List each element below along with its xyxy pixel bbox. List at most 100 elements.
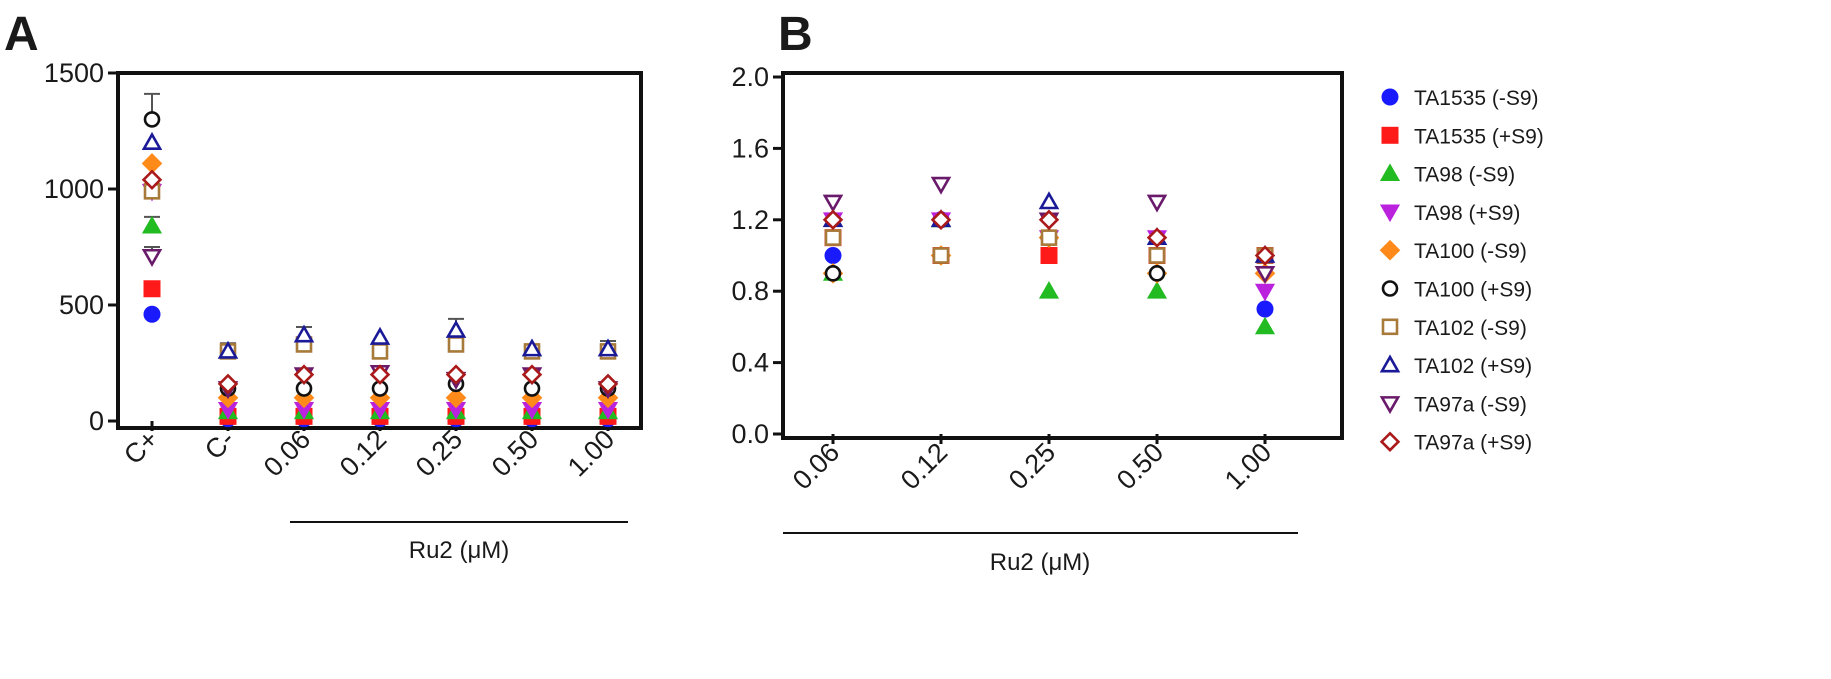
legend-label: TA98 (+S9)	[1414, 202, 1520, 225]
legend: TA1535 (-S9) TA1535 (+S9) TA98 (-S9) TA98 (…	[1379, 87, 1544, 455]
point-ta97a-s9	[141, 248, 163, 267]
x-tick-label: 0.25	[410, 424, 468, 482]
legend-label: TA1535 (+S9)	[1414, 125, 1544, 148]
legend-marker-ta100-s9	[1381, 280, 1399, 297]
legend-label: TA100 (+S9)	[1414, 279, 1532, 302]
point-ta102-s9	[447, 336, 465, 353]
data-points-b	[822, 176, 1276, 335]
point-ta102-s9	[141, 131, 163, 150]
legend-marker-ta97a-s9	[1379, 396, 1401, 415]
legend-marker-ta1535-s9	[1381, 126, 1399, 144]
point-ta102-s9	[369, 326, 391, 345]
point-ta102-s9	[1038, 191, 1060, 210]
point-ta97a-s9	[930, 176, 952, 195]
point-ta102-s9	[371, 343, 389, 360]
legend-label: TA102 (-S9)	[1414, 317, 1527, 340]
point-ta98-s9	[141, 215, 163, 234]
point-ta97a-s9	[1254, 266, 1276, 285]
point-ta102-s9	[293, 324, 315, 343]
y-tick-label: 500	[59, 290, 104, 320]
x-tick-label: 0.12	[334, 424, 392, 482]
point-ta100-s9	[445, 387, 467, 409]
error-bars-a	[144, 92, 616, 352]
point-ta97a-s9	[1038, 209, 1060, 231]
legend-marker-ta1535-s9	[1381, 88, 1399, 106]
data-points-a	[141, 111, 619, 428]
point-ta102-s9	[824, 229, 842, 246]
point-ta102-s9	[597, 338, 619, 357]
x-tick-label: 0.12	[895, 437, 953, 495]
x-tick-label: 0.25	[1003, 437, 1061, 495]
point-ta100-s9	[1148, 265, 1166, 282]
y-tick-label: 0	[89, 406, 104, 436]
legend-label: TA100 (-S9)	[1414, 240, 1527, 263]
point-ta1535-s9	[1256, 300, 1274, 318]
legend-marker-ta98-s9	[1379, 163, 1401, 181]
x-tick-label: C-	[199, 424, 240, 465]
x-axis-a: C+ C- 0.06 0.12 0.25 0.50 1.00	[118, 421, 620, 482]
point-ta97a-s9	[1146, 194, 1168, 213]
legend-label: TA102 (+S9)	[1414, 355, 1532, 378]
legend-label: TA98 (-S9)	[1414, 164, 1515, 187]
point-ta1535-s9	[824, 247, 842, 264]
x-tick-label: 0.06	[787, 437, 845, 495]
point-ta102-s9	[445, 319, 467, 338]
point-ta1535-s9	[143, 305, 161, 323]
chart-panel-a: 0 500 1000 1500 C+ C- 0.06 0.12 0.25 0.50 1.00 Ru…	[44, 58, 643, 564]
point-ta97a-s9	[822, 194, 844, 213]
point-ta97a-s9	[930, 209, 952, 231]
point-ta1535-s9	[1040, 247, 1058, 264]
point-ta98-s9	[1146, 280, 1168, 299]
y-tick-label: 0.8	[731, 276, 769, 306]
panel-letter-b: B	[778, 8, 813, 61]
point-ta102-s9	[932, 247, 950, 264]
legend-marker-ta100-s9	[1379, 239, 1401, 261]
legend-label: TA97a (-S9)	[1414, 393, 1527, 416]
panel-letter-a: A	[4, 8, 39, 61]
point-ta98-s9	[1254, 316, 1276, 335]
point-ta97a-s9	[369, 364, 391, 385]
point-ta100-s9	[824, 265, 842, 282]
point-ta98-s9	[1254, 283, 1276, 302]
y-tick-label: 0.4	[731, 348, 769, 378]
x-tick-label: 1.00	[1219, 437, 1277, 495]
x-tick-label: C+	[118, 424, 164, 470]
point-ta102-s9	[1148, 247, 1166, 264]
y-tick-label: 2.0	[731, 62, 769, 92]
legend-marker-ta102-s9	[1379, 354, 1401, 373]
point-ta97a-s9	[822, 209, 844, 231]
point-ta97a-s9	[1254, 245, 1276, 266]
point-ta1535-s9	[143, 280, 161, 298]
point-ta97a-s9	[293, 364, 315, 385]
point-ta98-s9	[1038, 280, 1060, 299]
point-ta102-s9	[217, 340, 239, 359]
legend-label: TA1535 (-S9)	[1414, 87, 1539, 110]
x-tick-label: 0.50	[486, 424, 544, 482]
point-ta97a-s9	[521, 364, 543, 385]
x-tick-label: 1.00	[562, 424, 620, 482]
point-ta102-s9	[521, 338, 543, 357]
legend-marker-ta102-s9	[1381, 318, 1399, 336]
legend-marker-ta97a-s9	[1379, 431, 1401, 452]
point-ta100-s9	[143, 111, 161, 128]
y-tick-label: 0.0	[731, 419, 769, 449]
x-axis-b: 0.06 0.12 0.25 0.50 1.00	[787, 434, 1277, 495]
point-ta97a-s9	[217, 373, 239, 395]
legend-label: TA97a (+S9)	[1414, 432, 1532, 455]
x-tick-label: 0.50	[1111, 437, 1169, 495]
y-axis-b: 0.0 0.4 0.8 1.2 1.6 2.0	[731, 62, 783, 449]
point-ta102-s9	[1040, 229, 1058, 246]
point-ta97a-s9	[1146, 227, 1168, 248]
point-ta97a-s9	[445, 364, 467, 385]
point-ta97a-s9	[597, 373, 619, 395]
plot-frame-b	[781, 71, 1344, 440]
y-tick-label: 1.2	[731, 205, 769, 235]
chart-panel-b: 0.00.40.81.21.62.0 0.06 0.12 0.25 0.50 1.00 …	[731, 62, 1344, 576]
x-tick-label: 0.06	[258, 424, 316, 482]
x-axis-title-b: Ru2 (μM)	[990, 549, 1091, 576]
y-axis-a: 0 500 1000 1500	[44, 58, 118, 436]
legend-marker-ta98-s9	[1379, 204, 1401, 223]
x-axis-title-a: Ru2 (μM)	[409, 537, 510, 564]
y-tick-label: 1.6	[731, 133, 769, 163]
